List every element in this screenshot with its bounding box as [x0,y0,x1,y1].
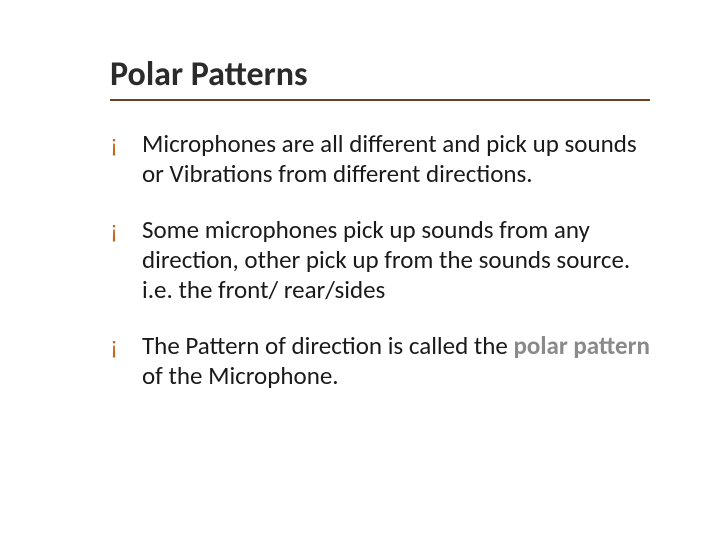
page-title: Polar Patterns [110,56,650,93]
emphasized-text: polar pattern [514,330,650,361]
body-text: The Pattern of direction is called the [142,330,514,361]
slide: Polar Patterns ¡ Microphones are all diff… [0,0,720,540]
body-text: Microphones are all different and pick u… [142,128,637,189]
bullet-marker: ¡ [110,217,118,246]
body-text: of the Microphone. [142,360,339,391]
body-text: Some microphones pick up sounds from any… [142,214,630,305]
list-item: ¡ Microphones are all different and pick … [110,129,650,189]
bullet-list: ¡ Microphones are all different and pick … [110,129,650,391]
bullet-marker: ¡ [110,333,118,362]
list-item: ¡The Pattern of direction is called the … [110,331,650,391]
title-rule [110,99,650,101]
list-item: ¡ Some microphones pick up sounds from an… [110,215,650,305]
bullet-marker: ¡ [110,131,118,160]
